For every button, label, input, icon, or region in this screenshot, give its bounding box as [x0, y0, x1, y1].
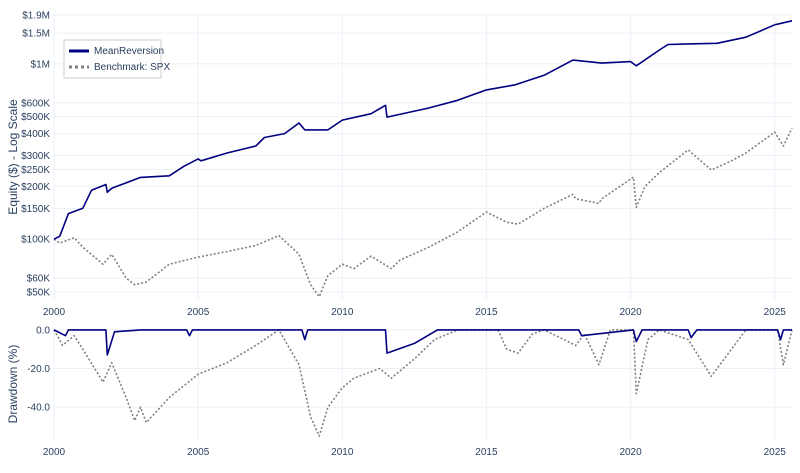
- legend-label-benchmark: Benchmark: SPX: [94, 62, 170, 73]
- drawdown-line-benchmark-spx: [53, 329, 793, 437]
- x-tick-label: 2025: [764, 447, 787, 458]
- y-tick-label: $1M: [31, 59, 50, 70]
- drawdown-line-meanreversion: [53, 329, 792, 356]
- y-tick-label: $150K: [21, 204, 50, 215]
- x-tick-label: 2015: [475, 447, 498, 458]
- x-tick-label: 2010: [331, 307, 354, 318]
- y-tick-label: $600K: [21, 98, 50, 109]
- legend-box: [63, 39, 162, 79]
- equity-line-meanreversion: [53, 20, 793, 240]
- equity-series: [53, 20, 793, 298]
- y-tick-label: 0.0: [36, 325, 50, 336]
- x-tick-label: 2000: [43, 307, 66, 318]
- y-tick-label: $200K: [21, 182, 50, 193]
- x-tick-label: 2015: [475, 307, 498, 318]
- equity-line-benchmark-spx: [53, 127, 793, 298]
- x-tick-label: 2025: [764, 307, 787, 318]
- drawdown-y-axis-title: Drawdown (%): [6, 345, 20, 424]
- y-tick-label: $50K: [27, 287, 51, 298]
- y-tick-label: $1.9M: [22, 10, 50, 21]
- tick-labels: 2000 2005 2010 2015 2020 2025 $1.9M $1.5M $1M $60…: [21, 10, 786, 458]
- x-tick-label: 2005: [187, 447, 210, 458]
- x-tick-label: 2020: [619, 447, 642, 458]
- equity-gridlines: [53, 13, 792, 300]
- y-tick-label: $500K: [21, 112, 50, 123]
- y-tick-label: $400K: [21, 129, 50, 140]
- y-tick-label: $300K: [21, 151, 50, 162]
- y-tick-label: $250K: [21, 165, 50, 176]
- x-tick-label: 2005: [187, 307, 210, 318]
- y-tick-label: $100K: [21, 235, 50, 246]
- y-tick-label: $1.5M: [22, 28, 50, 39]
- x-tick-label: 2020: [619, 307, 642, 318]
- y-tick-label: -20.0: [27, 364, 50, 375]
- drawdown-series: [53, 329, 793, 437]
- legend: MeanReversion Benchmark: SPX: [63, 39, 170, 79]
- x-tick-label: 2000: [43, 447, 66, 458]
- equity-y-axis-title: Equity ($) - Log Scale: [6, 99, 20, 215]
- y-tick-label: -40.0: [27, 403, 50, 414]
- x-tick-label: 2010: [331, 447, 354, 458]
- legend-label-meanreversion: MeanReversion: [94, 46, 164, 57]
- drawdown-gridlines: [53, 327, 792, 440]
- y-tick-label: $60K: [27, 274, 51, 285]
